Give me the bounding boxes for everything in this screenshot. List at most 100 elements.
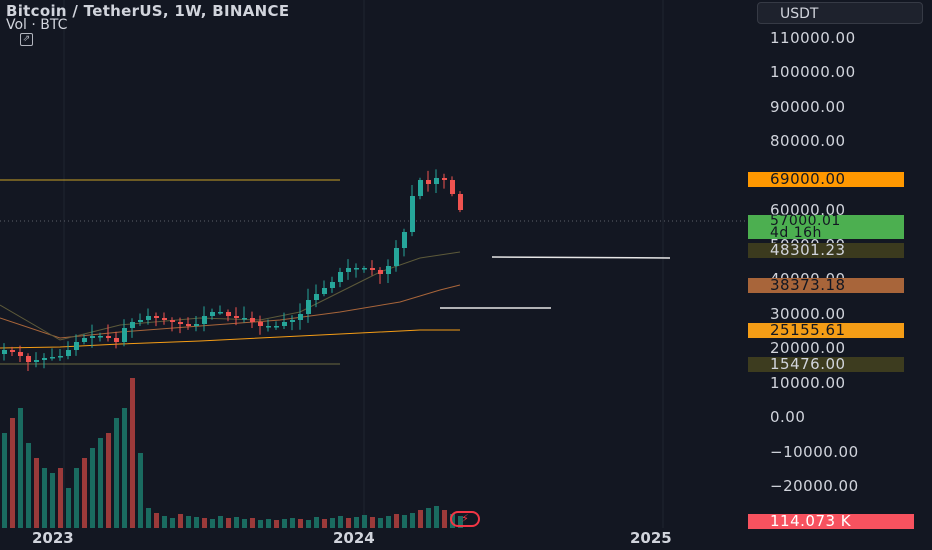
price-tick: −20000.00 [770,477,859,495]
candle-body [386,266,391,274]
volume-bar [154,513,159,528]
volume-bar [410,513,415,528]
candle-body [114,338,119,342]
volume-bar [338,516,343,528]
candle-body [130,322,135,328]
badge-label: 38373.18 [770,275,846,294]
candle-body [210,312,215,316]
symbol-title[interactable]: Bitcoin / TetherUS, 1W, BINANCE [6,2,290,20]
volume-bar [90,448,95,528]
candle-body [450,180,455,194]
volume-bar [194,517,199,528]
price-tick: 110000.00 [770,28,856,47]
candle-body [402,232,407,248]
candle-body [314,294,319,300]
volume-bar [402,515,407,528]
volume-bar [162,516,167,528]
volume-bar [106,433,111,528]
volume-bar [186,516,191,528]
volume-bar [386,516,391,528]
candle-body [50,357,55,359]
volume-bar [210,519,215,528]
candle-body [290,320,295,322]
candle-body [58,356,63,358]
volume-bar [266,519,271,528]
bar-countdown: 4d 16h [770,225,822,241]
candle-body [274,326,279,328]
volume-bar [138,453,143,528]
candle-body [90,336,95,338]
candle-body [218,312,223,314]
candle-body [330,282,335,288]
candle-body [202,316,207,324]
price-tick: 80000.00 [770,132,846,150]
volume-bar [66,488,71,528]
volume-bar [122,408,127,528]
volume-bar [354,517,359,528]
volume-bar [346,518,351,528]
candle-body [458,194,463,210]
volume-bar [458,516,463,528]
candle-body [418,180,423,196]
volume-bar [130,378,135,528]
volume-bar [322,519,327,528]
drawing-line-upper [491,256,671,259]
candle-body [170,320,175,322]
price-tick: 60000.00 [770,201,846,219]
volume-bar [26,443,31,528]
candle-body [426,180,431,184]
volume-bar [18,408,23,528]
candle-body [394,248,399,266]
badge-label: 15476.00 [770,354,846,373]
volume-bar [2,433,7,528]
volume-bar [378,518,383,528]
ma-line-100 [0,284,461,339]
candle-body [178,322,183,324]
volume-bar [434,506,439,528]
badge-volume-value: 114.073 K [748,514,914,529]
volume-bar [74,468,79,528]
badge-label: 25155.61 [770,321,846,340]
volume-bar [82,458,87,528]
candle-body [306,300,311,314]
candle-body [42,358,47,360]
volume-bar [298,519,303,528]
candle-body [378,270,383,274]
price-tick: 20000.00 [770,339,846,357]
candle-body [298,314,303,320]
volume-bar [282,519,287,528]
volume-bar [362,515,367,528]
collapse-icon[interactable]: ⇗ [20,33,33,46]
candle-body [2,350,7,354]
volume-bar [170,518,175,528]
candle-body [322,288,327,294]
candle-body [434,178,439,184]
price-tick: 90000.00 [770,97,846,116]
candle-body [122,328,127,342]
volume-bar [394,514,399,528]
candle-body [162,318,167,320]
candle-body [234,316,239,318]
ma-line-200 [0,329,460,349]
candle-body [370,268,375,270]
volume-bar [370,517,375,528]
lightning-icon[interactable]: ⚡ [450,511,480,527]
volume-bar [258,520,263,528]
candle-body [154,316,159,318]
volume-bar [234,517,239,528]
badge-label: 69000.00 [770,169,846,188]
volume-bar [218,516,223,528]
volume-bar [98,438,103,528]
volume-bar [250,518,255,528]
volume-bar [442,510,447,528]
currency-button[interactable]: USDT [757,2,923,24]
candle-body [98,336,103,338]
badge-label: 57000.01 [770,213,841,229]
ma-line-50 [0,251,461,341]
candle-body [338,272,343,282]
candle-body [250,318,255,322]
volume-bar [426,508,431,528]
candle-body [242,318,247,320]
time-label-2023: 2023 [32,529,74,547]
